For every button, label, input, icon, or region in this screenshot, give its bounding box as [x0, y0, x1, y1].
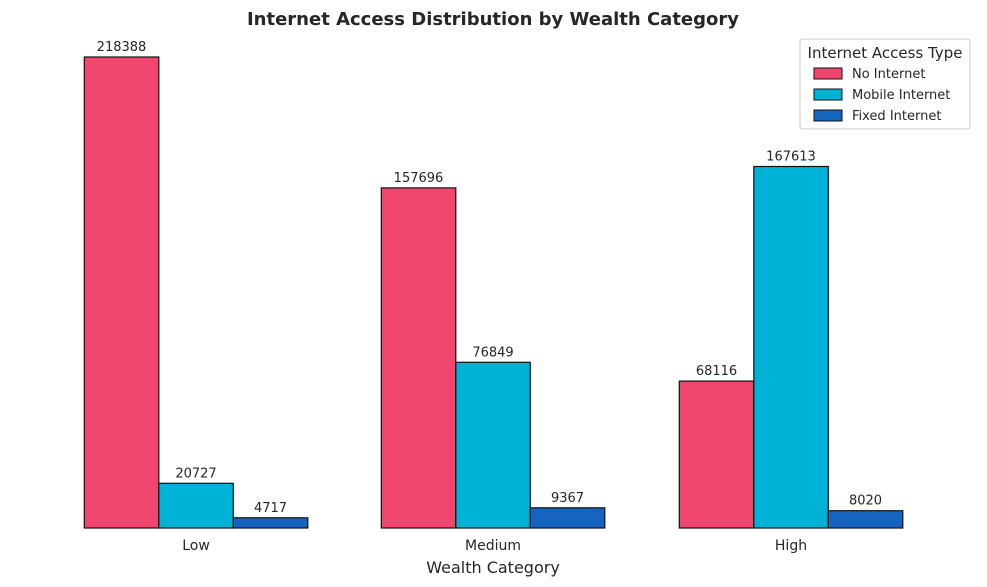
- legend-title: Internet Access Type: [808, 44, 963, 62]
- legend-swatch: [813, 109, 843, 122]
- x-tick-label: High: [775, 538, 807, 554]
- data-label: 157696: [394, 171, 444, 186]
- x-axis-label: Wealth Category: [426, 558, 560, 577]
- legend-label: Mobile Internet: [852, 88, 950, 103]
- legend-label: Fixed Internet: [852, 109, 941, 124]
- bar-medium-fixed-internet: [529, 507, 606, 529]
- legend-label: No Internet: [852, 67, 925, 82]
- legend-swatch: [813, 67, 843, 80]
- x-tick-label: Medium: [465, 538, 521, 554]
- data-label: 68116: [696, 364, 737, 379]
- bar-low-mobile-internet: [158, 482, 234, 529]
- legend-swatch: [813, 88, 843, 101]
- data-label: 167613: [766, 150, 816, 165]
- bar-medium-no-internet: [380, 187, 457, 529]
- data-label: 8020: [849, 494, 882, 509]
- bar-high-fixed-internet: [827, 510, 904, 529]
- data-label: 4717: [254, 501, 287, 516]
- legend-items: No Internet Mobile Internet Fixed Internet: [813, 67, 950, 124]
- bar-high-mobile-internet: [753, 165, 829, 529]
- x-tick-label: Low: [182, 538, 210, 554]
- data-labels-group: 218388 20727 4717 157696 76849 9367 68116 16761…: [97, 40, 882, 516]
- bar-high-no-internet: [678, 380, 755, 529]
- x-axis-ticks: Low Medium High: [182, 538, 807, 554]
- legend: Internet Access Type No Internet Mobile I…: [799, 38, 971, 130]
- data-label: 9367: [551, 491, 584, 506]
- chart-title: Internet Access Distribution by Wealth C…: [247, 9, 739, 30]
- bars-group: [83, 56, 904, 529]
- bar-low-no-internet: [83, 56, 160, 529]
- data-label: 76849: [472, 345, 513, 360]
- legend-frame: [799, 38, 971, 130]
- data-label: 20727: [175, 466, 216, 481]
- bar-low-fixed-internet: [232, 517, 309, 529]
- bar-medium-mobile-internet: [455, 361, 531, 529]
- data-label: 218388: [97, 40, 147, 55]
